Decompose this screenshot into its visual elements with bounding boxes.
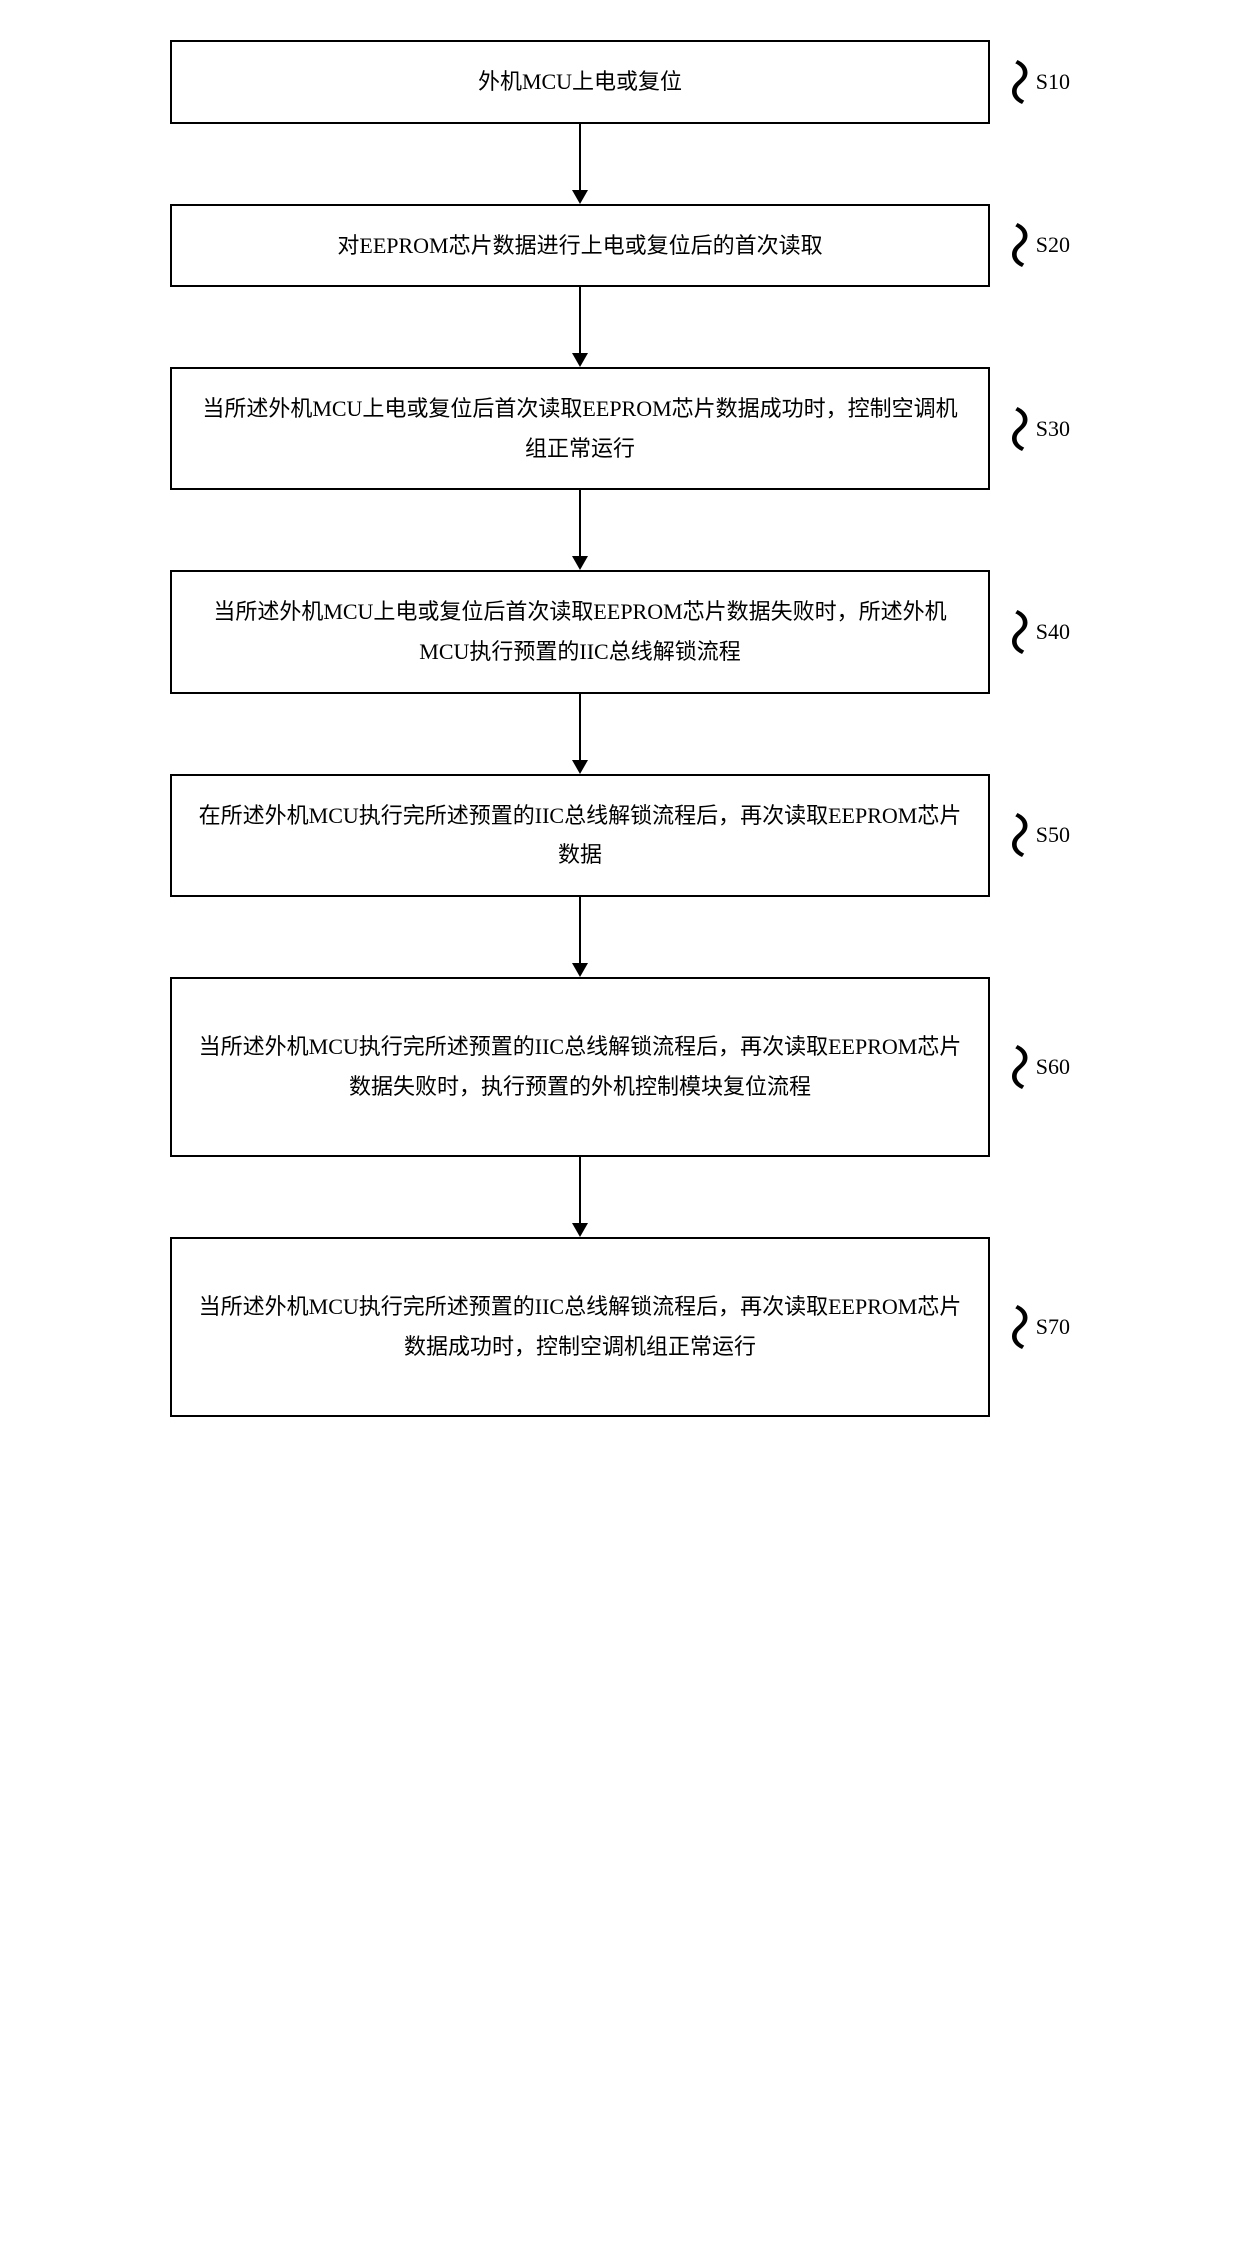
flowchart-step-row: 当所述外机MCU上电或复位后首次读取EEPROM芯片数据成功时，控制空调机组正常…: [170, 367, 1070, 490]
arrow-head-icon: [572, 556, 588, 570]
brace-icon: 〜: [987, 1043, 1045, 1091]
flowchart-step-box: 当所述外机MCU执行完所述预置的IIC总线解锁流程后，再次读取EEPROM芯片数…: [170, 1237, 990, 1417]
flowchart-step-box: 当所述外机MCU上电或复位后首次读取EEPROM芯片数据失败时，所述外机MCU执…: [170, 570, 990, 693]
brace-icon: 〜: [987, 405, 1045, 453]
flowchart-step-row: 对EEPROM芯片数据进行上电或复位后的首次读取 〜S20: [170, 204, 1070, 288]
arrow-head-icon: [572, 760, 588, 774]
arrow-line: [579, 490, 581, 556]
brace-icon: 〜: [987, 811, 1045, 859]
flowchart-step-text: 当所述外机MCU执行完所述预置的IIC总线解锁流程后，再次读取EEPROM芯片数…: [196, 1027, 964, 1106]
arrow-line: [579, 124, 581, 190]
flowchart-container: 外机MCU上电或复位〜S10对EEPROM芯片数据进行上电或复位后的首次读取〜S…: [170, 40, 1070, 1417]
flowchart-step-text: 当所述外机MCU执行完所述预置的IIC总线解锁流程后，再次读取EEPROM芯片数…: [196, 1287, 964, 1366]
flowchart-step-label-wrap: 〜S70: [992, 1303, 1070, 1351]
flowchart-step-text: 当所述外机MCU上电或复位后首次读取EEPROM芯片数据失败时，所述外机MCU执…: [196, 592, 964, 671]
brace-icon: 〜: [987, 221, 1045, 269]
flowchart-step-box: 对EEPROM芯片数据进行上电或复位后的首次读取: [170, 204, 990, 288]
flowchart-step-row: 当所述外机MCU执行完所述预置的IIC总线解锁流程后，再次读取EEPROM芯片数…: [170, 977, 1070, 1157]
flowchart-arrow: [170, 694, 1070, 774]
flowchart-step-label-wrap: 〜S60: [992, 1043, 1070, 1091]
brace-icon: 〜: [987, 58, 1045, 106]
flowchart-arrow: [170, 1157, 1070, 1237]
flowchart-arrow: [170, 490, 1070, 570]
flowchart-step-text: 外机MCU上电或复位: [478, 62, 682, 102]
flowchart-step-row: 当所述外机MCU上电或复位后首次读取EEPROM芯片数据失败时，所述外机MCU执…: [170, 570, 1070, 693]
flowchart-step-text: 在所述外机MCU执行完所述预置的IIC总线解锁流程后，再次读取EEPROM芯片数…: [196, 796, 964, 875]
flowchart-arrow: [170, 287, 1070, 367]
arrow-line: [579, 1157, 581, 1223]
flowchart-step-label-wrap: 〜S40: [992, 608, 1070, 656]
arrow-head-icon: [572, 353, 588, 367]
arrow-line: [579, 287, 581, 353]
flowchart-step-text: 对EEPROM芯片数据进行上电或复位后的首次读取: [337, 226, 822, 266]
flowchart-step-label-wrap: 〜S20: [992, 221, 1070, 269]
arrow-line: [579, 897, 581, 963]
flowchart-step-label-wrap: 〜S50: [992, 811, 1070, 859]
arrow-line: [579, 694, 581, 760]
flowchart-step-label-wrap: 〜S30: [992, 405, 1070, 453]
arrow-head-icon: [572, 963, 588, 977]
flowchart-step-box: 外机MCU上电或复位: [170, 40, 990, 124]
flowchart-arrow: [170, 124, 1070, 204]
flowchart-step-row: 当所述外机MCU执行完所述预置的IIC总线解锁流程后，再次读取EEPROM芯片数…: [170, 1237, 1070, 1417]
brace-icon: 〜: [987, 608, 1045, 656]
arrow-head-icon: [572, 1223, 588, 1237]
flowchart-step-box: 当所述外机MCU上电或复位后首次读取EEPROM芯片数据成功时，控制空调机组正常…: [170, 367, 990, 490]
arrow-head-icon: [572, 190, 588, 204]
brace-icon: 〜: [987, 1303, 1045, 1351]
flowchart-arrow: [170, 897, 1070, 977]
flowchart-step-box: 在所述外机MCU执行完所述预置的IIC总线解锁流程后，再次读取EEPROM芯片数…: [170, 774, 990, 897]
flowchart-step-label-wrap: 〜S10: [992, 58, 1070, 106]
flowchart-step-row: 在所述外机MCU执行完所述预置的IIC总线解锁流程后，再次读取EEPROM芯片数…: [170, 774, 1070, 897]
flowchart-step-row: 外机MCU上电或复位 〜S10: [170, 40, 1070, 124]
flowchart-step-text: 当所述外机MCU上电或复位后首次读取EEPROM芯片数据成功时，控制空调机组正常…: [196, 389, 964, 468]
flowchart-step-box: 当所述外机MCU执行完所述预置的IIC总线解锁流程后，再次读取EEPROM芯片数…: [170, 977, 990, 1157]
